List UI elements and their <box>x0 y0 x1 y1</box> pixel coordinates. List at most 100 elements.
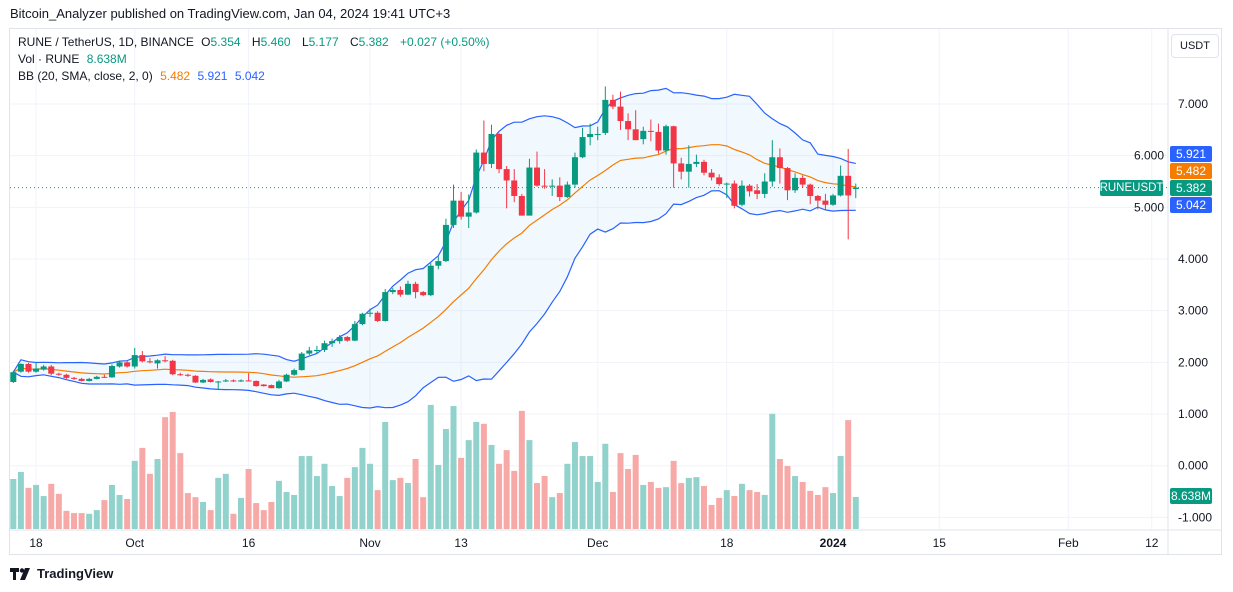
tradingview-logo[interactable]: TradingView <box>10 566 113 581</box>
y-tick-label: 0.000 <box>1178 459 1208 473</box>
volume-bar <box>442 429 449 529</box>
candle-body <box>822 200 829 205</box>
volume-bar <box>647 481 654 529</box>
candle-body <box>40 366 47 370</box>
volume-bar <box>480 423 487 529</box>
volume-bar <box>412 459 419 529</box>
volume-bar <box>663 487 670 529</box>
candle-body <box>397 290 404 295</box>
volume-bar <box>473 421 480 529</box>
candle-body <box>678 163 685 172</box>
candle-body <box>571 157 578 185</box>
bb-basis-value: 5.482 <box>160 69 191 83</box>
bb-basis-tag: 5.482 <box>1170 163 1212 179</box>
candle-body <box>154 360 161 364</box>
bb-upper-line <box>12 87 856 373</box>
x-tick-label: Nov <box>359 536 380 550</box>
volume-bar <box>602 443 609 529</box>
volume-bar <box>86 513 93 529</box>
volume-bar <box>496 463 503 529</box>
candle-body <box>435 261 442 266</box>
volume-bar <box>571 441 578 529</box>
candle-body <box>458 200 465 217</box>
candle-body <box>518 195 525 216</box>
volume-bar <box>518 410 525 529</box>
candle-body <box>177 374 184 376</box>
candle-body <box>852 187 859 190</box>
candle-body <box>139 355 146 362</box>
volume-bar <box>617 453 624 529</box>
volume-bar <box>814 494 821 529</box>
volume-bar <box>25 487 32 529</box>
candle-body <box>837 175 844 196</box>
volume-bar <box>71 513 78 529</box>
footer-brand: TradingView <box>37 566 114 581</box>
x-tick-label: 18 <box>720 536 734 550</box>
volume-bar <box>822 487 829 529</box>
bb-fill <box>13 88 856 409</box>
legend-ohlc: RUNE / TetherUS, 1D, BINANCE O5.354 H5.4… <box>18 35 493 49</box>
candle-body <box>291 370 298 375</box>
volume-bar <box>769 413 776 529</box>
candle-body <box>609 99 616 107</box>
volume-bar <box>450 406 457 529</box>
x-tick-label: 18 <box>29 536 43 550</box>
volume-bar <box>731 496 738 529</box>
candle-body <box>511 180 518 196</box>
volume-bar <box>685 477 692 529</box>
volume-bar <box>587 456 594 529</box>
candle-body <box>541 185 548 187</box>
volume-bar <box>488 444 495 529</box>
tradingview-logo-icon <box>10 567 30 580</box>
candle-body <box>116 362 123 367</box>
volume-bar <box>389 480 396 529</box>
volume-bar <box>283 491 290 529</box>
volume-bar <box>367 463 374 529</box>
volume-bar <box>101 500 108 529</box>
x-tick-label: Oct <box>125 536 144 550</box>
volume-bar <box>776 459 783 529</box>
candle-body <box>503 169 510 181</box>
x-tick-label: 12 <box>1145 536 1159 550</box>
volume-bar <box>313 476 320 529</box>
candle-body <box>579 137 586 158</box>
volume-bar <box>534 483 541 529</box>
legend-bb: BB (20, SMA, close, 2, 0) 5.482 5.921 5.… <box>18 69 269 83</box>
candle-body <box>723 183 730 185</box>
candle-body <box>283 374 290 382</box>
candle-body <box>238 380 244 382</box>
volume-bar <box>670 460 677 529</box>
candle-body <box>131 355 138 367</box>
candle-body <box>700 161 707 173</box>
candle-body <box>663 126 670 151</box>
low-label: L <box>301 35 309 49</box>
volume-bar <box>131 460 138 529</box>
candle-body <box>78 378 85 381</box>
candle-body <box>374 312 381 322</box>
bb-upper-value: 5.921 <box>197 69 228 83</box>
x-tick-label: 15 <box>933 536 947 550</box>
candle-body <box>71 377 78 379</box>
volume-bar <box>291 494 298 529</box>
currency-button[interactable]: USDT <box>1171 34 1219 58</box>
volume-bar <box>329 486 336 529</box>
candle-body <box>830 195 837 205</box>
candle-body <box>480 152 487 164</box>
y-tick-label: 5.000 <box>1134 200 1164 214</box>
volume-bar <box>200 501 207 529</box>
volume-bar <box>845 420 852 529</box>
legend-symbol: RUNE / TetherUS, 1D, BINANCE <box>18 35 194 49</box>
candle-body <box>488 133 495 164</box>
candle-body <box>86 378 93 381</box>
volume-bar <box>215 477 222 529</box>
volume-bar <box>192 497 199 529</box>
candle-body <box>799 177 806 185</box>
high-label: H <box>251 35 261 49</box>
volume-bar <box>184 493 191 529</box>
volume-bar <box>465 440 472 529</box>
volume-bar <box>738 483 745 529</box>
volume-bar <box>503 450 510 529</box>
candle-body <box>602 99 609 133</box>
volume-bar <box>139 447 146 529</box>
